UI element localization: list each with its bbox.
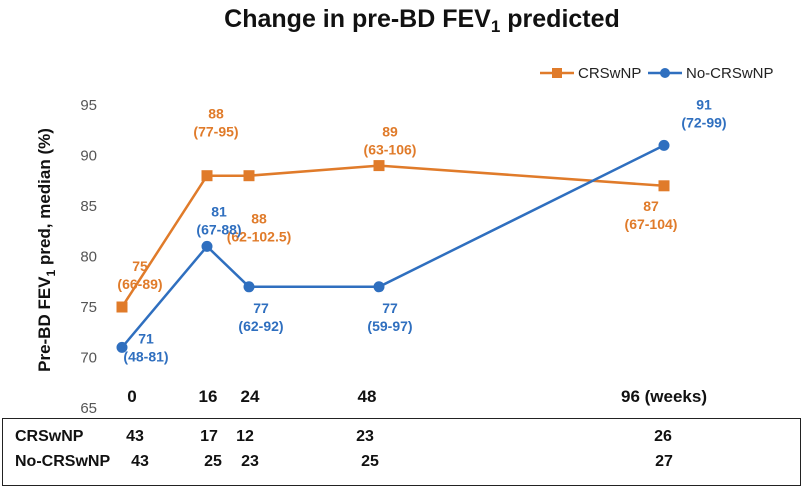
data-label: 77 (62-92) (238, 300, 283, 334)
data-label: 89 (63-106) (364, 124, 417, 158)
n-table-cell: 26 (654, 428, 672, 445)
data-point (116, 341, 128, 353)
y-tick-label: 65 (80, 400, 97, 417)
legend: CRSwNP No-CRSwNP (540, 65, 774, 82)
n-table-row-label: No-CRSwNP (15, 453, 111, 470)
data-label: 71 (48-81) (123, 330, 168, 364)
x-axis: 0 16 24 48 96 (weeks) (127, 387, 707, 406)
y-axis: 65 70 75 80 85 90 95 (80, 97, 97, 417)
chart-title: Change in pre-BD FEV1 predicted (224, 5, 620, 36)
data-point (116, 301, 128, 313)
n-table-cell: 43 (126, 428, 144, 445)
data-label: 88 (62-102.5) (227, 211, 292, 245)
x-tick-label: 48 (358, 387, 377, 406)
y-tick-label: 85 (80, 198, 97, 215)
data-point (201, 170, 213, 182)
n-table-cell: 43 (131, 453, 149, 470)
data-label: 88 (77-95) (193, 106, 238, 140)
x-tick-label: 0 (127, 387, 136, 406)
y-tick-label: 90 (80, 148, 97, 165)
data-point (243, 281, 255, 293)
legend-marker (660, 68, 670, 78)
y-tick-label: 95 (80, 97, 97, 114)
y-axis-label: Pre-BD FEV1 pred, median (%) (35, 128, 58, 372)
data-point (658, 139, 670, 151)
y-tick-label: 75 (80, 299, 97, 316)
plot-area: 75 (66-89) 88 (77-95) 88 (62-102.5) 89 (63-106)… (116, 96, 727, 364)
legend-label: CRSwNP (578, 65, 641, 82)
n-table-cell: 23 (356, 428, 374, 445)
data-point (373, 281, 385, 293)
data-label: 87 (67-104) (625, 198, 678, 232)
n-table-cell: 25 (361, 453, 379, 470)
legend-label: No-CRSwNP (686, 65, 774, 82)
chart: Change in pre-BD FEV1 predicted Pre-BD F… (35, 5, 774, 417)
n-table-cell: 17 (200, 428, 218, 445)
x-tick-label: 16 (199, 387, 218, 406)
data-point (243, 170, 255, 182)
n-table-cell: 27 (655, 453, 673, 470)
data-point (373, 160, 385, 172)
y-tick-label: 80 (80, 249, 97, 266)
x-tick-label: 96 (weeks) (621, 387, 707, 406)
n-table-cell: 23 (241, 453, 259, 470)
n-table: CRSwNP 43 17 12 23 26 No-CRSwNP 43 25 23 25 27 (2, 418, 801, 486)
y-tick-label: 70 (80, 350, 97, 367)
data-point (658, 180, 670, 192)
legend-marker (552, 68, 562, 78)
n-table-cell: 12 (236, 428, 254, 445)
data-label: 77 (59-97) (367, 300, 412, 334)
x-tick-label: 24 (241, 387, 260, 406)
data-point (201, 240, 213, 252)
data-label: 91 (72-99) (681, 96, 726, 130)
n-table-cell: 25 (204, 453, 222, 470)
n-table-row-label: CRSwNP (15, 428, 84, 445)
data-label: 81 (67-88) (196, 203, 241, 237)
data-label: 75 (66-89) (117, 258, 162, 292)
